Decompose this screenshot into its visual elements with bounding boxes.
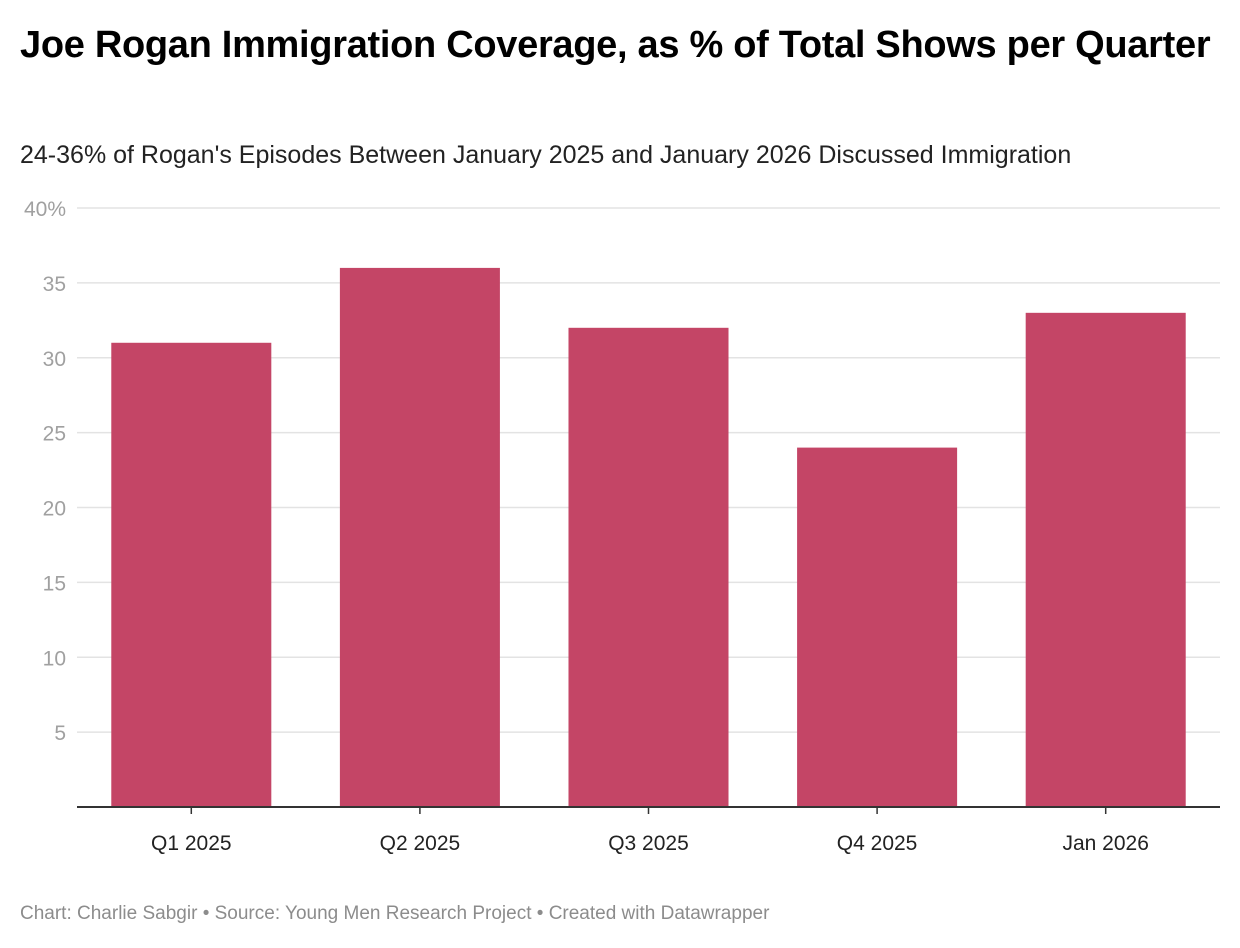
bar: [797, 447, 958, 807]
x-tick-label: Q1 2025: [151, 832, 232, 855]
y-tick-label: 15: [43, 572, 66, 595]
y-tick-label: 20: [43, 498, 66, 521]
y-tick-label: 30: [43, 348, 66, 371]
bar: [111, 342, 272, 807]
chart-title: Joe Rogan Immigration Coverage, as % of …: [20, 24, 1211, 66]
bar: [568, 327, 729, 807]
x-tick-label: Q4 2025: [837, 832, 918, 855]
y-tick-label: 10: [43, 647, 66, 670]
chart-footer: Chart: Charlie Sabgir • Source: Young Me…: [20, 903, 770, 924]
y-tick-label: 35: [43, 273, 66, 296]
x-tick-label: Jan 2026: [1062, 832, 1148, 855]
y-tick-label: 5: [54, 722, 66, 745]
x-tick-label: Q2 2025: [380, 832, 461, 855]
y-tick-label: 40%: [24, 198, 66, 221]
chart-subtitle: 24-36% of Rogan's Episodes Between Janua…: [20, 141, 1072, 169]
bar: [339, 267, 500, 807]
bar: [1025, 312, 1186, 807]
y-tick-label: 25: [43, 423, 66, 446]
x-tick-label: Q3 2025: [608, 832, 689, 855]
